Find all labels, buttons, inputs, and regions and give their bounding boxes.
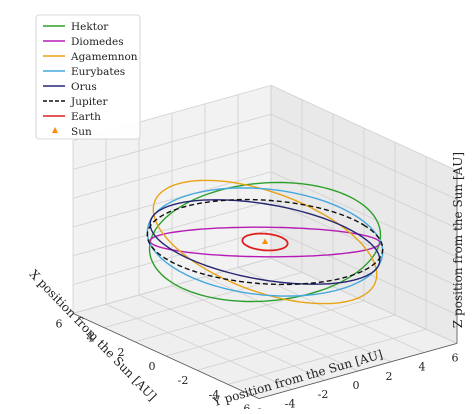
- y-tick-label: 2: [386, 370, 393, 383]
- legend-label-orus: Orus: [71, 81, 97, 93]
- legend-label-agamemnon: Agamemnon: [70, 51, 138, 63]
- legend-label-sun: Sun: [71, 126, 92, 138]
- y-tick-label: 0: [353, 379, 360, 392]
- y-tick-label: -4: [285, 397, 296, 409]
- legend-label-jupiter: Jupiter: [70, 96, 108, 108]
- x-tick-label: -6: [240, 403, 251, 409]
- legend-label-earth: Earth: [71, 111, 101, 123]
- x-tick-label: -2: [178, 374, 189, 387]
- y-tick-label: 4: [419, 361, 426, 374]
- legend-label-hektor: Hektor: [71, 21, 109, 33]
- y-tick-label: -2: [318, 388, 329, 401]
- legend: Hektor Diomedes Agamemnon Eurybates Orus Jupi…: [36, 15, 140, 139]
- y-tick-label: 6: [452, 351, 459, 364]
- legend-label-diomedes: Diomedes: [71, 36, 124, 48]
- z-axis-label: Z position from the Sun [AU]: [451, 152, 465, 328]
- x-tick-label: 6: [56, 317, 63, 330]
- x-tick-label: 0: [149, 360, 156, 373]
- legend-label-eurybates: Eurybates: [71, 66, 125, 78]
